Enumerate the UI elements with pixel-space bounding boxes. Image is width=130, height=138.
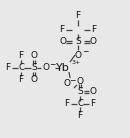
Text: 3+: 3+ xyxy=(71,60,81,66)
Text: S: S xyxy=(75,38,81,47)
Text: O: O xyxy=(89,87,96,96)
Text: F: F xyxy=(59,26,65,34)
Text: S: S xyxy=(31,63,37,72)
Text: −: − xyxy=(69,76,75,86)
Text: F: F xyxy=(18,75,24,84)
Text: −: − xyxy=(82,47,88,56)
Text: O: O xyxy=(89,38,96,47)
Text: Yb: Yb xyxy=(56,63,70,73)
Text: F: F xyxy=(5,63,11,72)
Text: F: F xyxy=(90,99,96,108)
Text: F: F xyxy=(18,51,24,60)
Text: O: O xyxy=(63,79,70,88)
Text: S: S xyxy=(77,87,83,96)
Text: O: O xyxy=(74,51,82,59)
Text: C: C xyxy=(77,99,83,108)
Text: F: F xyxy=(75,11,81,21)
Text: F: F xyxy=(91,26,97,34)
Text: O: O xyxy=(76,78,83,87)
Text: F: F xyxy=(64,99,70,108)
Text: O: O xyxy=(31,51,37,60)
Text: C: C xyxy=(18,63,24,72)
Text: O: O xyxy=(60,38,67,47)
Text: F: F xyxy=(77,112,83,120)
Text: O: O xyxy=(31,75,37,84)
Text: −: − xyxy=(49,60,55,70)
Text: O: O xyxy=(43,63,50,72)
